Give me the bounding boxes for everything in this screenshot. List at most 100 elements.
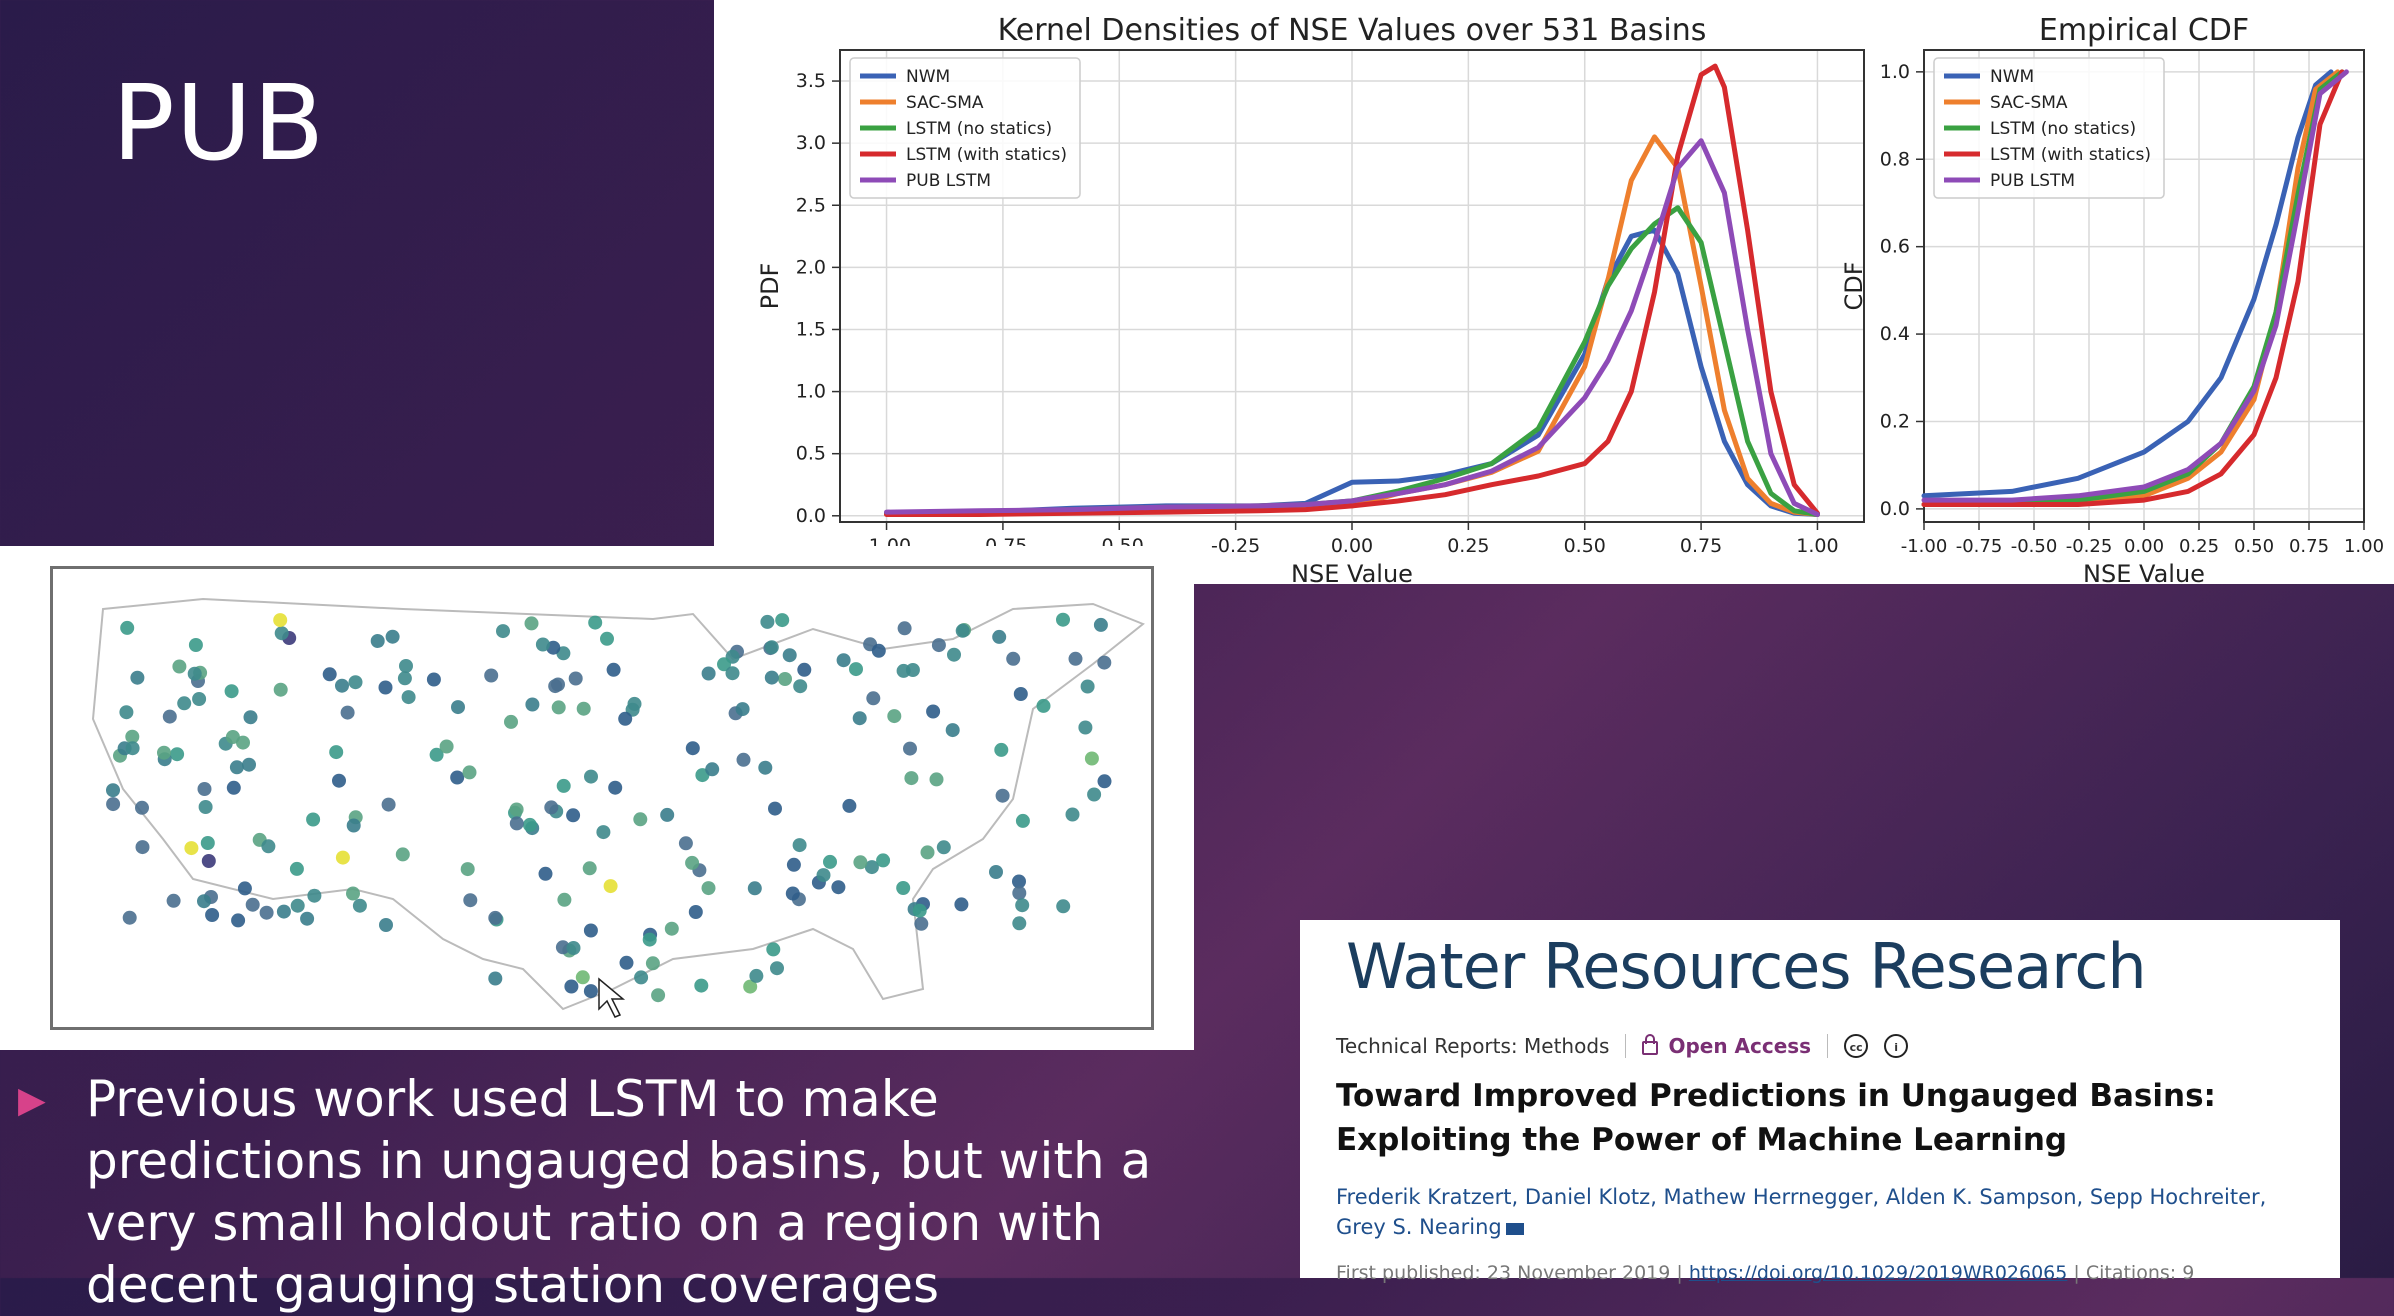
basin-dot (778, 672, 792, 686)
x-tick-label: 0.25 (2179, 536, 2219, 557)
basin-dot (749, 968, 764, 983)
basin-dot (994, 742, 1009, 757)
basin-dot (231, 913, 246, 928)
basin-dot (522, 817, 537, 832)
basin-dot (273, 613, 288, 628)
basin-dot (606, 662, 621, 677)
basin-dot (166, 893, 181, 908)
basin-dot (276, 904, 291, 919)
basin-dot (261, 839, 276, 854)
basin-dot (463, 893, 478, 908)
basin-dot (634, 970, 649, 985)
journal-name[interactable]: Water Resources Research (1346, 930, 2147, 1003)
y-axis-label: CDF (1840, 261, 1868, 310)
basin-dot (568, 671, 583, 686)
basin-dot (237, 881, 252, 896)
paper-title[interactable]: Toward Improved Predictions in Ungauged … (1336, 1078, 2216, 1158)
basin-dot (995, 788, 1010, 803)
basin-dot (184, 841, 199, 856)
basin-dot (583, 923, 598, 938)
legend-entry: PUB LSTM (1990, 171, 2075, 191)
basin-dot (548, 679, 563, 694)
basin-dot (694, 978, 709, 993)
basin-dot (955, 623, 970, 638)
attribution-icon[interactable]: i (1884, 1034, 1909, 1058)
y-tick-label: 0.0 (796, 505, 826, 527)
basin-dot (849, 662, 863, 677)
x-tick-label: -0.75 (1956, 536, 2003, 557)
basin-dot (307, 888, 322, 903)
basin-dot (274, 626, 289, 641)
basin-dot (229, 760, 244, 775)
chart-1: -1.00 -0.75 -0.50 -0.25 0.00 0.25 0.50 0.75 1.00… (1840, 13, 2384, 584)
basin-dot (1015, 813, 1030, 828)
y-axis-label: PDF (756, 263, 784, 310)
basin-dot (688, 905, 703, 919)
basin-dot (259, 905, 274, 920)
basin-dot (125, 729, 140, 744)
basin-dot (903, 741, 917, 756)
author-list[interactable]: Frederik Kratzert, Daniel Klotz, Mathew … (1336, 1185, 2267, 1239)
basin-dot (135, 840, 150, 855)
basin-dot (735, 702, 750, 717)
basin-dot (912, 903, 927, 918)
basin-dot (660, 807, 675, 822)
basin-dot (462, 765, 477, 780)
chart-0: -1.00-0.75-0.50-0.250.000.250.500.751.00… (756, 13, 1865, 584)
basin-dot (197, 782, 212, 796)
basin-dot (566, 941, 581, 955)
x-tick-label: 0.50 (1564, 535, 1606, 557)
basin-dot (484, 668, 499, 683)
basin-dot (172, 659, 187, 674)
basin-dot (1036, 698, 1051, 713)
basin-dot (1065, 807, 1080, 822)
creative-commons-icon[interactable]: cc (1844, 1034, 1869, 1058)
mail-icon[interactable] (1505, 1223, 1524, 1235)
charts-svg: -1.00-0.75-0.50-0.250.000.250.500.751.00… (756, 13, 2384, 584)
basin-dot (395, 847, 410, 862)
basin-dot (905, 663, 920, 677)
basin-dot (582, 861, 597, 876)
basin-dot (743, 979, 758, 994)
doi-link[interactable]: https://doi.org/10.1029/2019WR026065 (1688, 1262, 2068, 1284)
y-tick-label: 3.5 (796, 70, 826, 92)
basin-dot (460, 862, 475, 877)
basin-dot (575, 970, 590, 985)
x-tick-label: 0.75 (1680, 535, 1722, 557)
basin-dot (509, 802, 524, 817)
basin-dot (226, 780, 241, 795)
basin-dot (747, 881, 762, 896)
x-tick-label: -0.25 (1211, 535, 1260, 557)
basin-dot (106, 797, 121, 812)
bullet-text: Previous work used LSTM to make predicti… (86, 1070, 1152, 1314)
basin-dot (770, 961, 784, 976)
x-tick-label: 0.75 (2289, 536, 2329, 557)
basin-dot (760, 614, 775, 629)
basin-dot (488, 971, 503, 986)
basin-dot (300, 911, 315, 926)
basin-dot (768, 801, 782, 816)
open-access-badge[interactable]: Open Access (1642, 1034, 1811, 1058)
lock-icon (1642, 1034, 1659, 1055)
basin-dot (816, 868, 831, 883)
basin-dot (701, 881, 716, 896)
basin-dot (120, 620, 135, 635)
basin-dot (588, 615, 603, 630)
publication-line: First published: 23 November 2019 | http… (1336, 1262, 2195, 1284)
basin-dot (557, 892, 572, 907)
bullet-triangle-icon: ▶ (18, 1080, 46, 1121)
x-tick-label: 1.00 (1796, 535, 1838, 557)
basin-dot (793, 679, 808, 694)
basin-dot (701, 666, 716, 681)
basin-dot (340, 705, 355, 720)
basin-dot (685, 741, 700, 756)
x-tick-label: 0.50 (2234, 536, 2274, 557)
basin-dot (538, 866, 553, 881)
basin-dot (488, 910, 503, 925)
section-type[interactable]: Technical Reports: Methods (1336, 1034, 1610, 1058)
basin-dot (1015, 898, 1030, 913)
basin-dot (429, 747, 444, 762)
basin-dot (1068, 651, 1083, 666)
legend-entry: NWM (906, 67, 950, 87)
basin-dot (245, 897, 260, 912)
